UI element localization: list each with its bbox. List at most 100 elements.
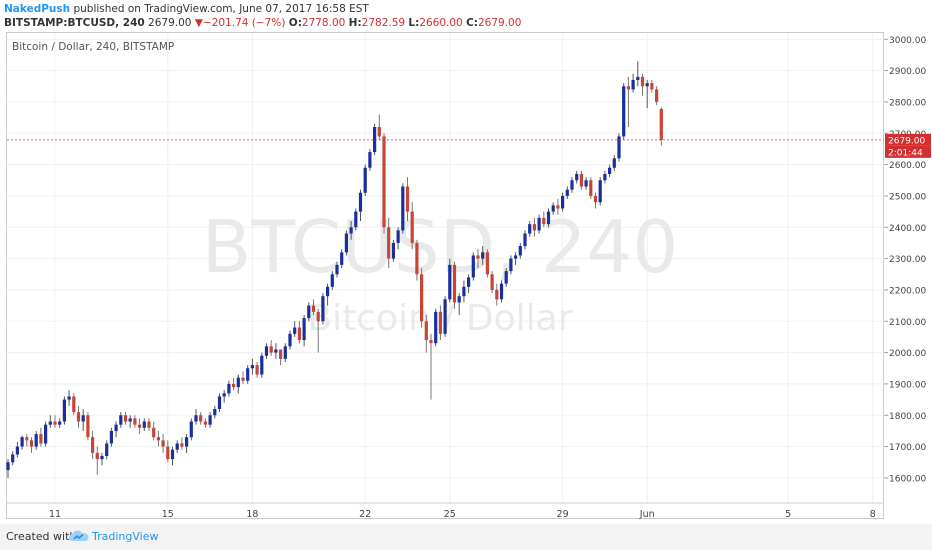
candle-body — [659, 108, 663, 140]
y-tick-label: 2000.00 — [889, 349, 926, 359]
y-tick-label: 2500.00 — [889, 192, 926, 202]
high-value: 2782.59 — [361, 17, 406, 29]
y-tick-label: 1700.00 — [889, 443, 926, 453]
candle-body — [349, 227, 353, 234]
candle-body — [598, 180, 602, 203]
candle-body — [335, 264, 339, 275]
candle-body — [109, 430, 113, 444]
x-tick-label: 11 — [49, 509, 61, 520]
candle-body — [420, 274, 424, 322]
candle-body — [330, 274, 334, 287]
candle-body — [382, 136, 386, 228]
candle-body — [227, 383, 231, 394]
candle-body — [170, 449, 175, 460]
candle-body — [11, 454, 15, 463]
candle-body — [593, 195, 598, 203]
candle-body — [264, 346, 269, 356]
candle-body — [415, 242, 419, 275]
candle-body — [114, 424, 118, 431]
candle-body — [575, 174, 579, 181]
published-text: published on TradingView.com, June 07, 2… — [73, 3, 369, 15]
candle-body — [246, 368, 250, 381]
candle-body — [391, 242, 395, 259]
candle-body — [297, 327, 301, 341]
tradingview-cloud-icon[interactable] — [68, 528, 90, 544]
candle-body — [185, 437, 189, 447]
down-arrow-icon: ▼ — [194, 17, 203, 29]
candle-body — [293, 327, 297, 334]
candle-body — [15, 446, 19, 455]
y-tick-label: 3000.00 — [889, 36, 926, 46]
x-tick-label: 5 — [785, 509, 791, 520]
y-tick-label: 1800.00 — [889, 412, 926, 422]
candle-body — [161, 440, 165, 447]
candle-body — [556, 205, 560, 209]
candle-body — [471, 255, 475, 278]
candle-body — [175, 443, 179, 450]
candle-body — [194, 415, 198, 422]
candle-body — [429, 340, 433, 344]
candle-body — [410, 211, 414, 243]
close-value: 2679.00 — [477, 17, 522, 29]
price-badge — [885, 133, 931, 146]
candle-body — [603, 174, 607, 181]
chart-title: Bitcoin / Dollar, 240, BITSTAMP — [12, 41, 175, 53]
countdown-badge-text: 2:01:44 — [888, 148, 923, 158]
candle-body — [199, 415, 203, 422]
x-tick-label: Jun — [639, 509, 655, 520]
candle-body — [405, 186, 410, 212]
candle-body — [34, 434, 38, 447]
symbol-label: BITSTAMP:BTCUSD, 240 — [4, 17, 145, 29]
candle-body — [565, 189, 569, 196]
candle-body — [387, 227, 391, 259]
price-badge-text: 2679.00 — [888, 136, 925, 146]
candlestick-chart[interactable]: 1600.00 1700.00 1800.00 1900.00 2000.00 2100.… — [0, 0, 932, 524]
candle-body — [53, 421, 57, 425]
candle-body — [373, 127, 377, 153]
candle-body — [485, 252, 489, 275]
candle-body — [645, 83, 649, 87]
x-tick-label: 29 — [557, 509, 569, 520]
candle-body — [25, 437, 29, 441]
watermark-symbol: BTCUSD, 240 — [202, 205, 678, 289]
candle-body — [467, 277, 471, 287]
candle-body — [514, 255, 518, 259]
candle-body — [551, 205, 555, 212]
candle-body — [434, 311, 438, 344]
candle-body — [358, 192, 363, 212]
y-tick-label: 2900.00 — [889, 67, 926, 77]
candle-body — [528, 224, 532, 234]
candle-body — [589, 180, 593, 196]
candle-body — [316, 311, 320, 322]
candle-body — [438, 311, 442, 334]
candle-body — [119, 415, 123, 425]
author-link[interactable]: NakedPush — [4, 3, 71, 15]
candle-body — [584, 180, 588, 187]
candle-body — [354, 211, 358, 228]
candle-body — [443, 299, 447, 334]
candle-body — [152, 427, 156, 438]
ohlc-legend: BITSTAMP:BTCUSD, 240 2679.00 ▼−201.74 (−… — [4, 17, 521, 29]
high-label: H: — [348, 17, 362, 29]
candle-body — [481, 252, 485, 259]
candle-body — [462, 286, 466, 297]
candle-body — [166, 446, 170, 460]
candle-body — [617, 136, 621, 159]
candle-body — [377, 127, 381, 137]
candle-body — [217, 396, 222, 409]
candle-body — [76, 412, 81, 422]
y-tick-label: 2100.00 — [889, 318, 926, 328]
candle-body — [123, 415, 128, 422]
candle-body — [631, 80, 635, 90]
close-label: C: — [466, 17, 478, 29]
candle-body — [640, 76, 645, 87]
footer-bar: Created with TradingView — [0, 524, 932, 550]
candle-body — [622, 86, 626, 137]
candle-body — [504, 271, 508, 284]
candle-body — [509, 258, 513, 272]
tradingview-link[interactable]: TradingView — [92, 530, 159, 543]
candle-body — [321, 296, 325, 322]
chart-area[interactable] — [6, 32, 884, 519]
candle-body — [499, 283, 504, 300]
candle-body — [307, 305, 311, 319]
